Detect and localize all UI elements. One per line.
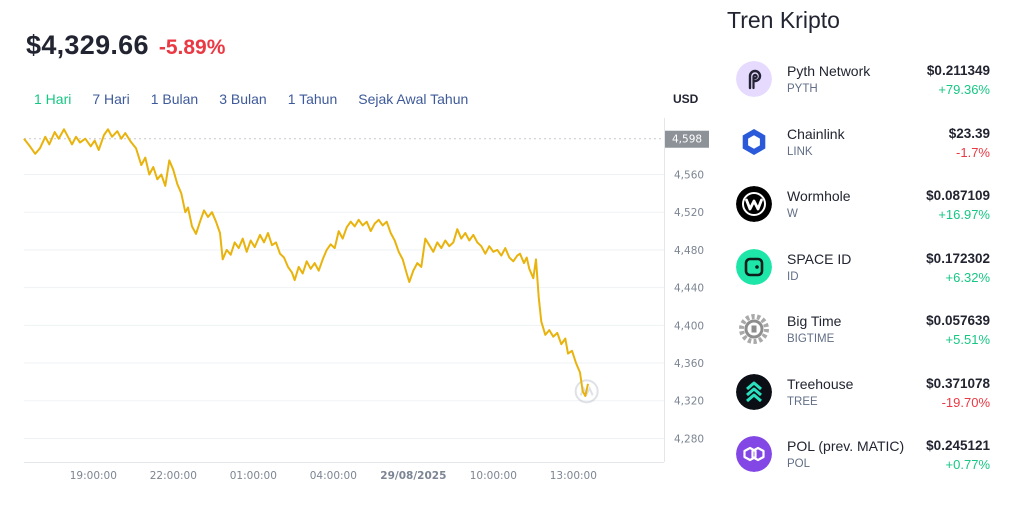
trending-title: Tren Kripto — [727, 7, 840, 33]
coin-change: -19.70% — [941, 394, 990, 410]
treehouse-icon — [736, 373, 772, 410]
time-range-tabs: 1 Hari 7 Hari 1 Bulan 3 Bulan 1 Tahun Se… — [34, 91, 489, 107]
current-price: $4,329.66 — [26, 30, 149, 60]
coin-price: $0.245121 — [926, 438, 990, 453]
coin-change: +0.77% — [945, 457, 990, 472]
coin-price: $23.39 — [948, 125, 990, 141]
coin-name: SPACE ID — [787, 250, 852, 267]
coin-change: +16.97% — [938, 207, 990, 222]
y-tick-label: 4,280 — [674, 433, 704, 445]
coin-name: Big Time — [787, 313, 842, 329]
coin-symbol: LINK — [787, 145, 813, 158]
coin-name: Pyth Network — [787, 63, 871, 79]
coin-price: $0.087109 — [926, 188, 990, 203]
y-tick-label: 4,440 — [674, 283, 704, 295]
coin-change: +6.32% — [945, 269, 990, 285]
coin-name: Chainlink — [787, 125, 845, 142]
coin-row-chainlink[interactable]: Chainlink LINK $23.39 -1.7% — [736, 123, 992, 163]
y-tick-label: 4,480 — [674, 245, 704, 257]
coin-price: $0.371078 — [926, 375, 990, 391]
tab-7-days[interactable]: 7 Hari — [92, 91, 130, 107]
coin-row-pyth[interactable]: Pyth Network PYTH $0.211349 +79.36% — [736, 60, 992, 100]
x-tick-label: 29/08/2025 — [380, 470, 446, 482]
coin-row-treehouse[interactable]: Treehouse TREE $0.371078 -19.70% — [736, 373, 992, 413]
tab-1-year[interactable]: 1 Tahun — [287, 91, 338, 107]
coin-symbol: TREE — [787, 395, 818, 408]
x-tick-label: 22:00:00 — [150, 470, 197, 482]
tab-3-months[interactable]: 3 Bulan — [219, 91, 267, 107]
coin-change: +5.51% — [945, 332, 990, 347]
coin-name: Treehouse — [787, 375, 854, 392]
x-tick-label: 04:00:00 — [310, 470, 357, 482]
polygon-icon — [736, 436, 772, 472]
coin-row-space-id[interactable]: SPACE ID ID $0.172302 +6.32% — [736, 248, 992, 288]
currency-label[interactable]: USD — [673, 92, 699, 106]
chainlink-icon — [742, 128, 766, 155]
wormhole-icon — [736, 186, 772, 222]
coin-change: +79.36% — [938, 82, 990, 97]
current-value-label: 4,598 — [672, 134, 702, 146]
coin-symbol: BIGTIME — [787, 333, 835, 345]
coin-row-pol[interactable]: POL (prev. MATIC) POL $0.245121 +0.77% — [736, 435, 992, 475]
price-chart[interactable]: 4,598 4,560 4,520 4,480 4,440 4,400 4,360 4,320… — [0, 118, 712, 488]
y-tick-label: 4,560 — [674, 170, 704, 182]
coin-price: $0.172302 — [926, 250, 990, 266]
y-tick-label: 4,320 — [674, 396, 704, 408]
y-tick-label: 4,400 — [674, 320, 704, 332]
coin-symbol: W — [787, 208, 798, 220]
y-tick-label: 4,360 — [674, 358, 704, 370]
tab-1-month[interactable]: 1 Bulan — [150, 91, 199, 107]
price-header: $4,329.66 -5.89% — [26, 30, 225, 61]
big-time-icon — [738, 313, 770, 345]
x-tick-label: 13:00:00 — [550, 470, 597, 482]
x-tick-label: 01:00:00 — [230, 470, 277, 482]
x-tick-label: 10:00:00 — [470, 470, 517, 482]
price-line — [23, 128, 589, 397]
y-tick-label: 4,520 — [674, 207, 704, 219]
tab-1-day[interactable]: 1 Hari — [34, 91, 72, 107]
x-tick-label: 19:00:00 — [70, 470, 117, 482]
space-id-icon — [736, 248, 772, 285]
coin-name: Wormhole — [787, 188, 851, 204]
coin-row-big-time[interactable]: Big Time BIGTIME $0.057639 +5.51% — [736, 310, 992, 350]
coin-price: $0.211349 — [926, 63, 990, 78]
coin-symbol: ID — [787, 270, 799, 283]
coin-price: $0.057639 — [926, 313, 990, 328]
price-change-percent: -5.89% — [158, 36, 226, 59]
pyth-icon — [736, 61, 772, 97]
coin-row-wormhole[interactable]: Wormhole W $0.087109 +16.97% — [736, 185, 992, 225]
coin-change: -1.7% — [956, 144, 990, 160]
coin-symbol: POL — [787, 458, 811, 470]
coin-symbol: PYTH — [787, 83, 818, 95]
current-value-badge — [665, 130, 709, 148]
tab-year-to-date[interactable]: Sejak Awal Tahun — [358, 91, 469, 107]
coin-name: POL (prev. MATIC) — [787, 438, 905, 454]
